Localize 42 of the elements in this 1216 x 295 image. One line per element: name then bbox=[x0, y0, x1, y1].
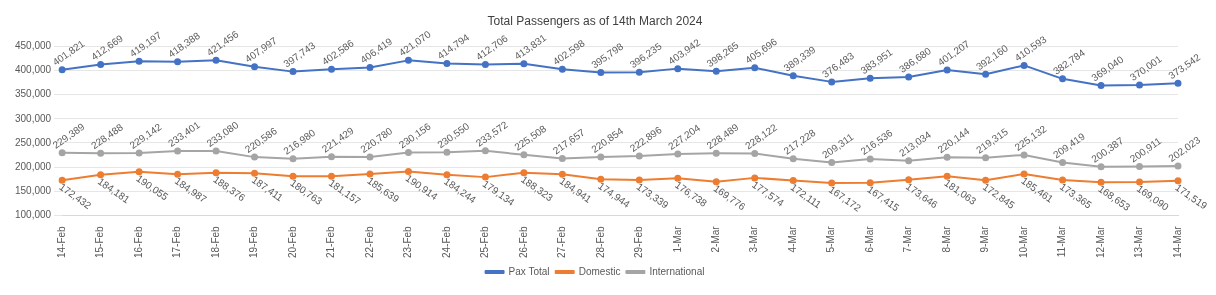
y-tick-label: 400,000 bbox=[14, 64, 52, 76]
x-tick-label: 11-Mar bbox=[1056, 225, 1068, 258]
legend-label: International bbox=[649, 265, 705, 277]
legend-label: Pax Total bbox=[508, 265, 550, 277]
y-tick-label: 300,000 bbox=[14, 112, 52, 124]
x-tick-label: 14-Mar bbox=[1171, 225, 1183, 258]
x-tick-label: 10-Mar bbox=[1017, 225, 1029, 258]
x-tick-label: 7-Mar bbox=[902, 225, 914, 253]
x-tick-label: 27-Feb bbox=[556, 225, 568, 258]
legend-label: Domestic bbox=[578, 265, 621, 277]
x-tick-label: 21-Feb bbox=[325, 225, 337, 258]
x-tick-label: 25-Feb bbox=[479, 225, 491, 258]
x-tick-label: 8-Mar bbox=[940, 225, 952, 253]
x-tick-label: 20-Feb bbox=[286, 225, 298, 258]
chart-title: Total Passengers as of 14th March 2024 bbox=[487, 13, 703, 28]
y-tick-label: 100,000 bbox=[14, 209, 52, 221]
x-tick-label: 1-Mar bbox=[671, 225, 683, 253]
y-tick-label: 200,000 bbox=[14, 160, 52, 172]
x-tick-label: 5-Mar bbox=[825, 225, 837, 253]
x-tick-label: 29-Feb bbox=[633, 225, 645, 258]
x-tick-label: 14-Feb bbox=[55, 225, 67, 258]
y-tick-label: 150,000 bbox=[14, 184, 52, 196]
x-tick-label: 28-Feb bbox=[594, 225, 606, 258]
x-tick-label: 2-Mar bbox=[710, 225, 722, 253]
x-tick-label: 3-Mar bbox=[748, 225, 760, 253]
x-tick-label: 16-Feb bbox=[132, 225, 144, 258]
x-tick-label: 18-Feb bbox=[209, 225, 221, 258]
x-tick-label: 6-Mar bbox=[863, 225, 875, 253]
x-tick-label: 26-Feb bbox=[517, 225, 529, 258]
x-tick-label: 19-Feb bbox=[248, 225, 260, 258]
x-tick-label: 17-Feb bbox=[171, 225, 183, 258]
x-tick-label: 12-Mar bbox=[1094, 225, 1106, 258]
x-tick-label: 9-Mar bbox=[979, 225, 991, 253]
x-tick-label: 15-Feb bbox=[94, 225, 106, 258]
x-tick-label: 4-Mar bbox=[786, 225, 798, 253]
y-tick-label: 250,000 bbox=[14, 136, 52, 148]
y-tick-label: 450,000 bbox=[14, 40, 52, 52]
x-tick-label: 22-Feb bbox=[363, 225, 375, 258]
y-tick-label: 350,000 bbox=[14, 88, 52, 100]
x-tick-label: 23-Feb bbox=[402, 225, 414, 258]
x-tick-label: 24-Feb bbox=[440, 225, 452, 258]
x-tick-label: 13-Mar bbox=[1133, 225, 1145, 258]
